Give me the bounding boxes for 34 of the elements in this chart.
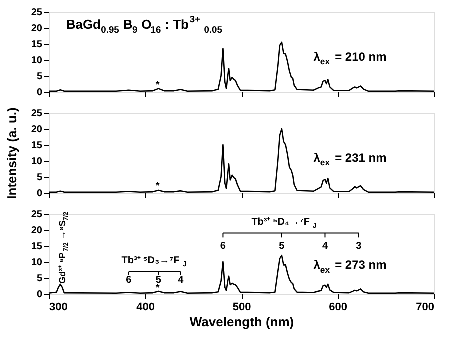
x-tick-label: 600	[329, 302, 348, 314]
y-tick-label: 0	[36, 290, 43, 300]
y-tick-label: 20	[31, 124, 43, 136]
y-tick-label: 5	[36, 72, 43, 82]
annotation: 5	[279, 241, 286, 252]
y-tick-label: 25	[31, 8, 43, 18]
x-axis-title: Wavelength (nm)	[190, 314, 294, 330]
y-tick-label: 25	[31, 108, 43, 120]
y-tick-label: 0	[36, 88, 43, 98]
y-tick-label: 15	[31, 242, 43, 252]
y-tick-label: 20	[31, 24, 43, 34]
y-tick-label: 20	[31, 226, 43, 236]
y-tick-label: 15	[31, 140, 43, 152]
annotation: 6	[126, 275, 132, 286]
y-tick-label: 10	[31, 258, 43, 268]
y-tick-label: 5	[36, 274, 43, 284]
y-tick-label: 5	[36, 172, 43, 184]
x-tick-label: 300	[50, 302, 68, 314]
annotation: 3	[356, 241, 362, 252]
x-tick-label: 400	[136, 302, 155, 314]
annotation: 4	[178, 275, 184, 286]
annotation: 4	[322, 241, 328, 252]
y-axis-title: Intensity (a. u.)	[4, 108, 20, 200]
annotation: *	[156, 80, 160, 91]
y-tick-label: 15	[31, 40, 43, 50]
annotation: 6	[220, 241, 226, 252]
y-tick-label: 10	[31, 156, 43, 168]
x-tick-label: 700	[416, 302, 434, 314]
y-tick-label: 25	[31, 210, 43, 220]
annotation: *	[156, 180, 160, 192]
annotation: *	[156, 282, 160, 294]
y-tick-label: 10	[31, 56, 43, 66]
x-tick-label: 500	[232, 302, 252, 314]
y-tick-label: 0	[36, 188, 43, 200]
